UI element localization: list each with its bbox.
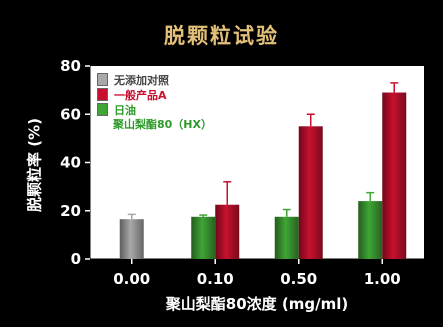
x-axis-label: 聚山梨酯80浓度 (mg/ml) xyxy=(165,295,349,313)
legend: 无添加对照 一般产品A 日油 聚山梨酯80（HX） xyxy=(97,72,212,132)
legend-label-nof-line2: 聚山梨酯80（HX） xyxy=(113,118,212,131)
x-tick-label: 0.10 xyxy=(197,270,234,288)
legend-swatch-control xyxy=(97,73,108,86)
x-tick-label: 1.00 xyxy=(364,270,401,288)
bar xyxy=(274,216,299,259)
bar xyxy=(358,201,383,259)
legend-label-control: 无添加对照 xyxy=(114,73,169,87)
legend-item-product-a: 一般产品A xyxy=(97,87,212,102)
legend-item-nof: 日油 xyxy=(97,102,212,117)
bar xyxy=(119,219,144,259)
legend-swatch-product-a xyxy=(97,88,108,101)
y-tick-label: 20 xyxy=(60,202,81,220)
legend-item-control: 无添加对照 xyxy=(97,72,212,87)
bar xyxy=(298,126,323,259)
x-tick-label: 0.00 xyxy=(113,270,150,288)
legend-label-product-a: 一般产品A xyxy=(114,88,167,102)
chart-title: 脱颗粒试验 xyxy=(164,24,279,48)
y-tick-label: 0 xyxy=(71,250,81,268)
y-tick-label: 60 xyxy=(60,105,81,123)
legend-label-nof: 日油 xyxy=(114,103,136,117)
y-tick-label: 80 xyxy=(60,57,81,75)
bar xyxy=(215,204,240,259)
x-tick-label: 0.50 xyxy=(280,270,317,288)
bar xyxy=(191,216,216,259)
y-tick-label: 40 xyxy=(60,154,81,172)
bar xyxy=(382,92,407,259)
legend-swatch-nof xyxy=(97,103,108,116)
